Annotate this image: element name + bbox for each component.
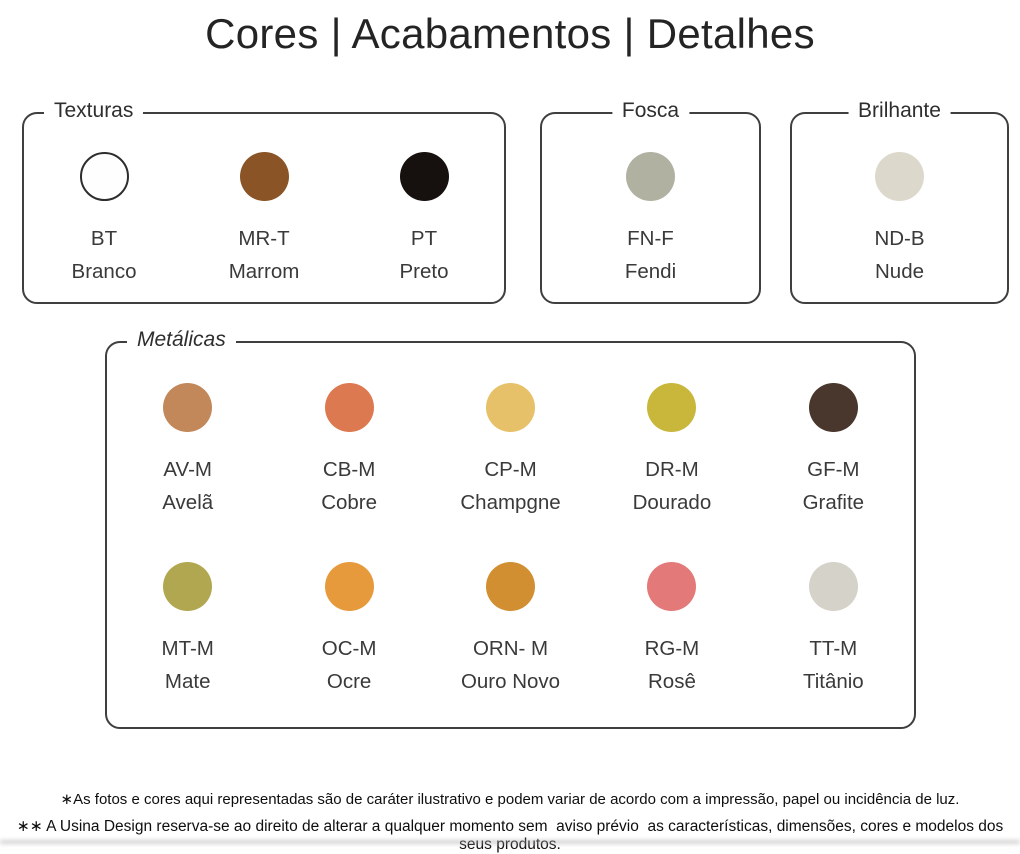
- swatch-row-metalicas-2: MT-M Mate OC-M Ocre ORN- M Ouro Novo RG-…: [107, 562, 914, 695]
- footnote-illustrative-colors: ∗As fotos e cores aqui representadas são…: [60, 791, 960, 808]
- color-circle-ouro-novo: [486, 562, 536, 611]
- color-circle-mate: [163, 562, 213, 611]
- swatch-name: Champgne: [460, 491, 561, 514]
- group-legend-metalicas: Metálicas: [127, 327, 236, 353]
- color-circle-fendi: [626, 152, 675, 201]
- swatch-code: RG-M: [644, 637, 700, 660]
- group-legend-brilhante: Brilhante: [848, 98, 951, 124]
- color-circle-dourado: [647, 383, 697, 432]
- color-circle-avela: [163, 383, 213, 432]
- swatch-drm-dourado: DR-M Dourado: [591, 383, 752, 516]
- swatch-code: MR-T: [238, 227, 290, 250]
- swatch-code: MT-M: [161, 637, 214, 660]
- swatch-name: Titânio: [802, 670, 864, 693]
- swatch-name: Fendi: [624, 260, 677, 283]
- group-box-texturas: Texturas BT Branco MR-T Marrom PT Preto: [22, 98, 506, 304]
- swatch-code: GF-M: [807, 458, 860, 481]
- footnote-rights-reserved: ∗∗ A Usina Design reserva-se ao direito …: [16, 818, 1008, 853]
- swatch-fnf-fendi: FN-F Fendi: [542, 152, 759, 285]
- swatch-name: Branco: [71, 260, 137, 283]
- swatch-mrt-marrom: MR-T Marrom: [184, 152, 344, 285]
- color-circle-grafite: [808, 383, 858, 432]
- swatch-row-metalicas-1: AV-M Avelã CB-M Cobre CP-M Champgne DR-M…: [107, 343, 914, 516]
- swatch-name: Grafite: [802, 491, 865, 514]
- swatch-cpm-champgne: CP-M Champgne: [430, 383, 591, 516]
- swatch-code: FN-F: [627, 227, 674, 250]
- swatch-code: OC-M: [321, 637, 377, 660]
- group-box-brilhante: Brilhante ND-B Nude: [790, 98, 1009, 304]
- color-circle-branco: [79, 152, 129, 201]
- swatch-code: CB-M: [322, 458, 376, 481]
- swatch-code: CP-M: [484, 458, 537, 481]
- group-legend-texturas: Texturas: [44, 98, 144, 124]
- swatch-bt-branco: BT Branco: [24, 152, 184, 285]
- color-circle-titanio: [808, 562, 858, 611]
- swatch-code: ORN- M: [472, 637, 549, 660]
- swatch-ocm-ocre: OC-M Ocre: [268, 562, 429, 695]
- swatch-name: Preto: [399, 260, 449, 283]
- page-title: Cores | Acabamentos | Detalhes: [205, 10, 815, 57]
- swatch-row: BT Branco MR-T Marrom PT Preto: [24, 114, 504, 285]
- swatch-gfm-grafite: GF-M Grafite: [753, 383, 914, 516]
- swatch-code: AV-M: [163, 458, 212, 481]
- swatch-row: ND-B Nude: [792, 114, 1007, 285]
- swatch-ttm-titanio: TT-M Titânio: [753, 562, 914, 695]
- swatch-name: Rosê: [647, 670, 696, 693]
- color-circle-nude: [875, 152, 924, 201]
- group-legend-fosca: Fosca: [611, 98, 690, 124]
- swatch-pt-preto: PT Preto: [344, 152, 504, 285]
- color-circle-preto: [399, 152, 449, 201]
- swatch-code: ND-B: [874, 227, 925, 250]
- color-circle-marrom: [239, 152, 289, 201]
- swatch-name: Ocre: [326, 670, 372, 693]
- swatch-mtm-mate: MT-M Mate: [107, 562, 268, 695]
- swatch-ornm-ouro-novo: ORN- M Ouro Novo: [430, 562, 591, 695]
- swatch-code: TT-M: [809, 637, 858, 660]
- swatch-name: Mate: [164, 670, 211, 693]
- swatch-avm-avela: AV-M Avelã: [107, 383, 268, 516]
- swatch-ndb-nude: ND-B Nude: [792, 152, 1007, 285]
- color-circle-champgne: [486, 383, 536, 432]
- swatch-name: Marrom: [228, 260, 300, 283]
- swatch-rgm-rose: RG-M Rosê: [591, 562, 752, 695]
- group-box-fosca: Fosca FN-F Fendi: [540, 98, 761, 304]
- swatch-name: Dourado: [632, 491, 712, 514]
- color-circle-rose: [647, 562, 697, 611]
- swatch-code: PT: [410, 227, 438, 250]
- swatch-name: Ouro Novo: [460, 670, 561, 693]
- color-circle-ocre: [324, 562, 374, 611]
- swatch-cbm-cobre: CB-M Cobre: [268, 383, 429, 516]
- group-box-metalicas: Metálicas AV-M Avelã CB-M Cobre CP-M Cha…: [105, 327, 916, 729]
- swatch-code: DR-M: [645, 458, 699, 481]
- swatch-name: Avelã: [162, 491, 214, 514]
- swatch-code: BT: [90, 227, 118, 250]
- bottom-blur-strip: [0, 840, 1020, 844]
- swatch-name: Nude: [874, 260, 924, 283]
- swatch-row: FN-F Fendi: [542, 114, 759, 285]
- swatch-name: Cobre: [321, 491, 378, 514]
- color-circle-cobre: [324, 383, 374, 432]
